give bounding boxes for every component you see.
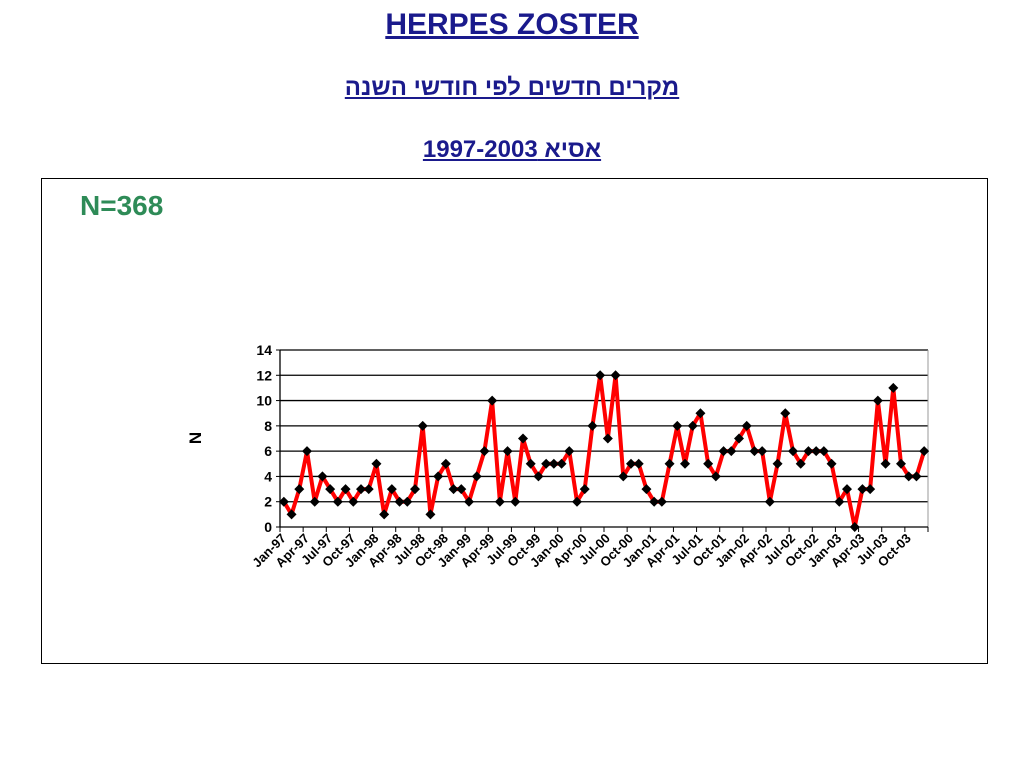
data-point (618, 471, 629, 482)
data-point (302, 446, 312, 457)
data-point (896, 458, 906, 469)
data-point (579, 484, 590, 495)
data-point (741, 420, 752, 431)
data-point (425, 509, 436, 520)
data-point (849, 522, 860, 532)
data-point (433, 471, 444, 482)
data-point (834, 496, 845, 507)
data-point (780, 408, 791, 419)
data-point (911, 471, 922, 482)
data-point (379, 509, 390, 520)
data-point (325, 484, 336, 495)
data-point (672, 420, 683, 431)
data-point (772, 458, 783, 469)
data-point (510, 496, 521, 507)
data-point (587, 420, 598, 431)
data-point (386, 484, 397, 495)
data-point (888, 382, 899, 393)
y-tick-label: 6 (264, 443, 272, 459)
chart-subtitle: מקרים חדשים לפי חודשי השנה (344, 74, 680, 101)
data-point (795, 458, 806, 469)
data-point (656, 496, 667, 507)
chart-title: HERPES ZOSTER (385, 8, 639, 41)
data-point (471, 471, 482, 482)
data-point (695, 408, 706, 419)
data-point (811, 446, 822, 457)
data-point (749, 446, 760, 457)
data-point (718, 446, 729, 457)
data-point (872, 395, 883, 406)
data-point (417, 420, 428, 431)
data-point (410, 484, 420, 495)
data-point (317, 471, 328, 482)
data-point (803, 446, 814, 457)
data-point (402, 496, 413, 507)
y-tick-label: 12 (256, 367, 272, 383)
data-point (286, 509, 297, 520)
y-tick-label: 14 (256, 342, 272, 358)
data-point (734, 433, 744, 444)
data-point (842, 484, 852, 495)
data-point (865, 484, 876, 495)
data-point (602, 433, 613, 444)
data-point (479, 446, 490, 457)
data-point (664, 458, 675, 469)
data-point (826, 458, 837, 469)
y-tick-label: 0 (264, 519, 272, 535)
data-point (278, 496, 289, 507)
data-point (332, 496, 343, 507)
data-point (440, 458, 451, 469)
data-point (633, 458, 644, 469)
data-point (572, 496, 582, 507)
data-point (919, 446, 930, 457)
data-point (548, 458, 559, 469)
data-point (703, 458, 714, 469)
data-point (626, 458, 636, 469)
y-tick-label: 10 (256, 393, 272, 409)
data-point (541, 458, 552, 469)
chart-date-range: אסיא 1997-2003 (422, 136, 602, 163)
data-point (487, 395, 498, 406)
data-point (641, 484, 652, 495)
data-point (903, 471, 914, 482)
y-axis-label: N (186, 432, 205, 444)
data-point (710, 471, 721, 482)
data-point (394, 496, 405, 507)
data-point (788, 446, 798, 457)
data-point (371, 458, 382, 469)
data-point (456, 484, 467, 495)
data-point (348, 496, 359, 507)
data-point (880, 458, 891, 469)
data-point (680, 458, 690, 469)
data-point (502, 446, 513, 457)
data-point (556, 458, 567, 469)
y-tick-label: 4 (264, 468, 272, 484)
data-point (818, 446, 829, 457)
y-tick-label: 8 (264, 418, 272, 434)
data-point (857, 484, 868, 495)
data-point (687, 420, 698, 431)
data-point (533, 471, 544, 482)
data-point (448, 484, 459, 495)
y-tick-label: 2 (264, 494, 272, 510)
data-point (494, 496, 505, 507)
data-point (518, 433, 528, 444)
data-point (525, 458, 536, 469)
data-point (564, 446, 575, 457)
data-point (294, 484, 305, 495)
data-point (610, 370, 621, 381)
data-point (363, 484, 374, 495)
data-point (595, 370, 606, 381)
data-point (340, 484, 351, 495)
data-point (309, 496, 320, 507)
data-point (464, 496, 474, 507)
chart-frame (41, 178, 988, 664)
data-point (356, 484, 366, 495)
data-point (757, 446, 768, 457)
data-point (649, 496, 660, 507)
data-point (726, 446, 737, 457)
case-count-label: N=368 (80, 190, 164, 221)
data-point (764, 496, 775, 507)
